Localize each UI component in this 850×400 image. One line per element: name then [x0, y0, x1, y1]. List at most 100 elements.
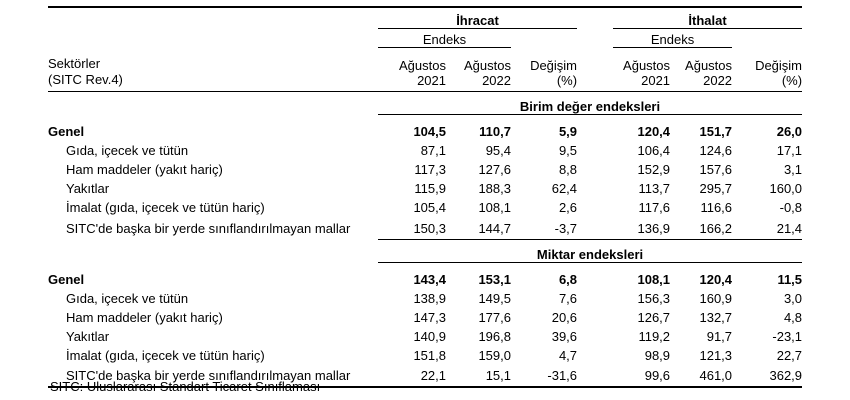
value-cell: 140,9 [413, 329, 446, 344]
column-gap [577, 7, 613, 29]
table-row: Genel 104,5 110,7 5,9 120,4 151,7 26,0 [48, 115, 802, 142]
value-cell: 3,1 [783, 162, 803, 177]
row-label: SITC'de başka bir yerde sınıflandırılmay… [66, 368, 351, 383]
value-cell: 149,5 [478, 291, 511, 306]
value-cell: 5,9 [558, 124, 578, 139]
value-cell: 119,2 [638, 329, 671, 344]
value-cell: 177,6 [478, 310, 511, 325]
header-line2: (%) [781, 73, 803, 88]
header-line1: Değişim [530, 58, 578, 73]
column-gap [577, 327, 613, 346]
value-cell: 124,6 [699, 143, 733, 158]
table-row: Genel 143,4 153,1 6,8 108,1 120,4 11,5 [48, 263, 802, 290]
export-endeks-label: Endeks [378, 28, 511, 48]
import-endeks-label: Endeks [613, 28, 733, 48]
value-cell: 144,7 [446, 217, 511, 240]
value-cell: 143,4 [413, 272, 446, 287]
column-gap [577, 29, 613, 48]
row-label: Gıda, içecek ve tütün [66, 291, 189, 306]
value-cell: 9,5 [558, 143, 578, 158]
header-line1: Ağustos [623, 58, 671, 73]
value-cell: 160,0 [769, 181, 803, 196]
value-cell: 132,7 [699, 310, 733, 325]
value-cell: 136,9 [613, 217, 671, 240]
section-title: Miktar endeksleri [378, 239, 803, 263]
value-cell: 15,1 [485, 368, 511, 383]
row-label: İmalat (gıda, içecek ve tütün hariç) [66, 200, 265, 215]
row-label: Yakıtlar [66, 181, 110, 196]
column-gap [577, 217, 614, 240]
export-change-header: Değişim (%) [511, 47, 578, 92]
row-label: İmalat (gıda, içecek ve tütün hariç) [66, 348, 265, 363]
column-gap [577, 47, 614, 92]
table-row: SITC'de başka bir yerde sınıflandırılmay… [48, 365, 802, 387]
sector-header-line1: Sektörler [48, 56, 101, 71]
value-cell: 138,9 [413, 291, 446, 306]
table-row: İmalat (gıda, içecek ve tütün hariç) 105,… [48, 198, 802, 217]
section-header-row: Miktar endeksleri [48, 239, 803, 263]
value-cell: 461,0 [699, 368, 733, 383]
endeks-spacer [732, 29, 802, 48]
row-label: SITC'de başka bir yerde sınıflandırılmay… [66, 220, 351, 236]
section-title: Birim değer endeksleri [378, 91, 803, 115]
export-aug2022-header: Ağustos 2022 [446, 47, 511, 92]
value-cell: 147,3 [413, 310, 446, 325]
value-cell: 4,8 [783, 310, 803, 325]
row-label: Gıda, içecek ve tütün [66, 143, 189, 158]
export-aug2021-header: Ağustos 2021 [378, 47, 446, 92]
value-cell: 121,3 [699, 348, 733, 363]
header-line2: 2022 [703, 73, 733, 88]
value-cell: 295,7 [699, 181, 733, 196]
value-cell: 188,3 [478, 181, 511, 196]
value-cell: 127,6 [478, 162, 511, 177]
value-cell: 160,9 [699, 291, 733, 306]
value-cell: 153,1 [478, 272, 511, 287]
value-cell: -23,1 [772, 329, 803, 344]
value-cell: 150,3 [378, 217, 446, 240]
value-cell: -3,7 [511, 217, 578, 240]
value-cell: 157,6 [699, 162, 733, 177]
value-cell: 151,7 [699, 124, 733, 139]
section-header-spacer [48, 92, 378, 115]
export-group-title: İhracat [378, 7, 578, 29]
table-row: Ham maddeler (yakıt hariç) 147,3 177,6 20,6… [48, 308, 802, 327]
value-cell: 104,5 [413, 124, 446, 139]
value-cell: 116,6 [700, 200, 733, 215]
row-label: Ham maddeler (yakıt hariç) [66, 310, 223, 325]
value-cell: 22,7 [776, 348, 803, 363]
value-cell: 196,8 [478, 329, 511, 344]
value-cell: 110,7 [479, 124, 511, 139]
value-cell: 120,4 [637, 124, 671, 139]
sector-header-line2: (SITC Rev.4) [48, 72, 123, 87]
section-header-row: Birim değer endeksleri [48, 91, 803, 115]
row-label: Genel [48, 124, 85, 139]
value-cell: 106,4 [637, 143, 671, 158]
header-line1: Değişim [755, 58, 803, 73]
value-cell: 120,4 [699, 272, 733, 287]
column-gap [577, 141, 613, 160]
value-cell: 6,8 [558, 272, 578, 287]
value-cell: 17,1 [776, 143, 803, 158]
value-cell: 99,6 [644, 368, 671, 383]
column-gap [577, 365, 613, 387]
value-cell: 22,1 [420, 368, 446, 383]
value-cell: 8,8 [558, 162, 578, 177]
value-cell: 4,7 [558, 348, 578, 363]
column-gap [577, 115, 613, 142]
value-cell: 156,3 [637, 291, 671, 306]
row-label: Ham maddeler (yakıt hariç) [66, 162, 223, 177]
value-cell: 117,3 [414, 162, 446, 177]
endeks-spacer [511, 29, 577, 48]
value-cell: 159,0 [478, 348, 511, 363]
column-gap [577, 198, 613, 217]
value-cell: 117,6 [638, 200, 671, 215]
value-cell: 151,8 [413, 348, 446, 363]
column-gap [577, 263, 613, 290]
value-cell: 91,7 [706, 329, 733, 344]
value-cell: 108,1 [637, 272, 671, 287]
value-cell: 108,1 [478, 200, 511, 215]
header-line2: 2021 [641, 73, 671, 88]
value-cell: 113,7 [638, 181, 671, 196]
table-row: SITC'de başka bir yerde sınıflandırılmay… [48, 217, 803, 240]
